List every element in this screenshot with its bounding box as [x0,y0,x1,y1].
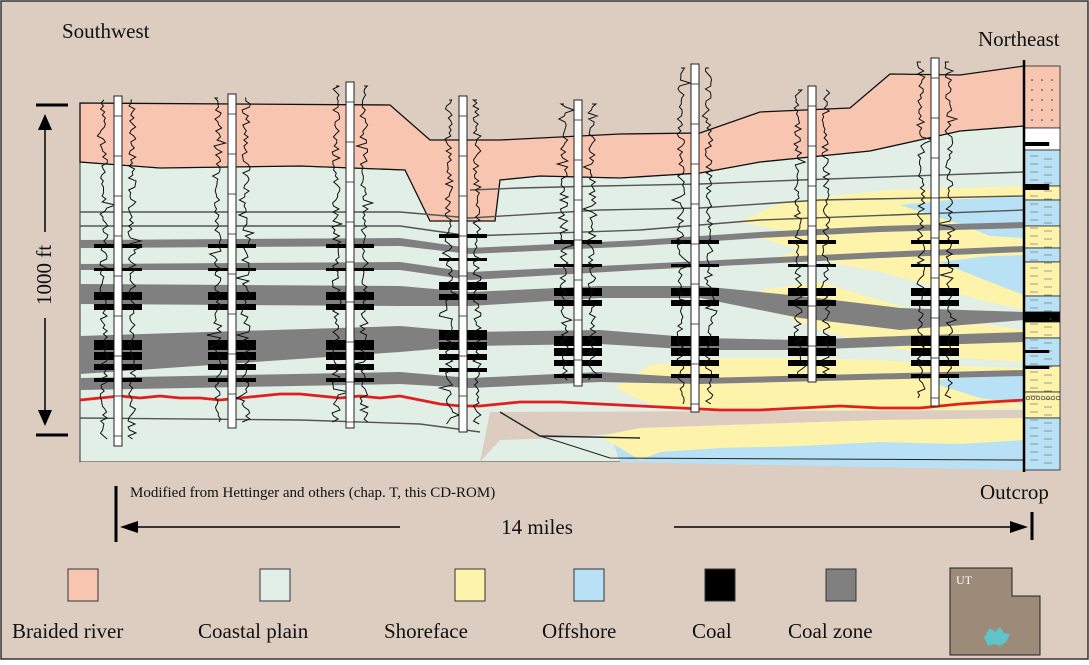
state-label: UT [956,573,973,587]
borehole [930,57,940,407]
legend-item: Braided river [12,568,123,643]
log-trace-left [437,99,461,425]
distance-label: 14 miles [501,515,573,539]
borehole [458,95,468,433]
borehole [573,99,583,387]
legend-item: Shoreface [384,568,486,643]
borehole [227,93,237,429]
well-log [326,81,375,429]
legend-swatch [454,568,486,602]
legend-label: Coal [692,619,732,643]
well-log [670,63,719,413]
log-trace-left [793,89,807,376]
basal-step-outline-bottom [539,435,1025,461]
column-unit [1023,295,1061,313]
column-unit [1023,365,1061,393]
log-trace-right [471,99,482,425]
coal-zone-1 [80,222,1024,254]
well-log [437,95,487,433]
legend-label: Coal zone [788,619,873,643]
horizon-1 [80,195,1025,219]
legend-item: Coal [692,568,736,643]
log-trace-left [331,85,350,423]
borehole [113,95,123,447]
log-trace-left [915,61,935,399]
legend-item: Coal zone [788,568,873,643]
log-trace-right [235,97,256,423]
well-log [206,93,256,429]
scale-label: 1000 ft [32,245,56,305]
cross-section [79,57,1061,472]
column-unit [1023,65,1061,129]
column-unit [1023,417,1061,471]
column-unit [1023,391,1061,419]
northeast-label: Northeast [978,27,1060,51]
borehole [345,81,355,429]
legend-swatch [259,568,291,602]
southwest-label: Southwest [62,19,150,43]
vertical-scale-bar: 1000 ft [32,103,68,437]
borehole [690,63,700,413]
column-unit [1023,127,1061,151]
log-trace-right [820,89,832,376]
well-log [788,85,836,383]
utah-index-map: UT [949,567,1041,656]
legend-swatch [573,568,605,602]
column-unit [1023,149,1061,187]
log-trace-right [127,99,144,440]
column-unit [1023,247,1061,263]
braided-river-unit [79,65,1025,222]
well-log [911,57,959,407]
legend-label: Offshore [542,619,616,643]
legend-swatch [704,568,736,602]
well-logs [94,57,959,447]
coal-zone-2 [80,246,1024,280]
column-unit [1023,261,1061,297]
horizontal-distance-bar: 14 miles [114,486,1034,542]
log-trace-right [701,67,718,405]
legend-item: Coastal plain [198,568,309,643]
log-trace-left [96,99,118,440]
legend: Braided river Coastal plain Shoreface Offsh… [12,568,873,643]
horizon-3 [469,171,1025,191]
study-area-marker [984,627,1010,646]
log-trace-left [206,97,228,423]
column-unit [1023,225,1061,249]
legend-item: Offshore [542,568,616,643]
utah-outline [949,567,1041,656]
shoreface-lower-wedge [615,358,1024,410]
column-unit [1023,199,1061,227]
legend-label: Coastal plain [198,619,309,643]
shoreface-basal-unit [600,418,1024,460]
legend-swatch [825,568,857,602]
coal-zone-4 [80,326,1024,374]
offshore-tongue-lower [930,370,1024,404]
legend-swatch [67,568,99,602]
log-trace-left [670,67,693,405]
well-log [94,95,144,447]
column-unit [1023,321,1061,339]
coal-zone-5 [80,370,1024,390]
datum-line [79,392,1025,412]
offshore-tongue-middle [940,255,1024,295]
horizon-4 [79,417,481,433]
credit-label: Modified from Hettinger and others (chap… [130,485,495,501]
legend-label: Shoreface [384,619,468,643]
outcrop-label: Outcrop [980,480,1049,504]
log-trace-right [936,61,959,399]
log-trace-right [581,103,599,381]
well-log [554,99,602,387]
outcrop-column [1022,60,1061,472]
log-trace-left [555,103,576,381]
borehole [807,85,817,383]
legend-label: Braided river [12,619,123,643]
